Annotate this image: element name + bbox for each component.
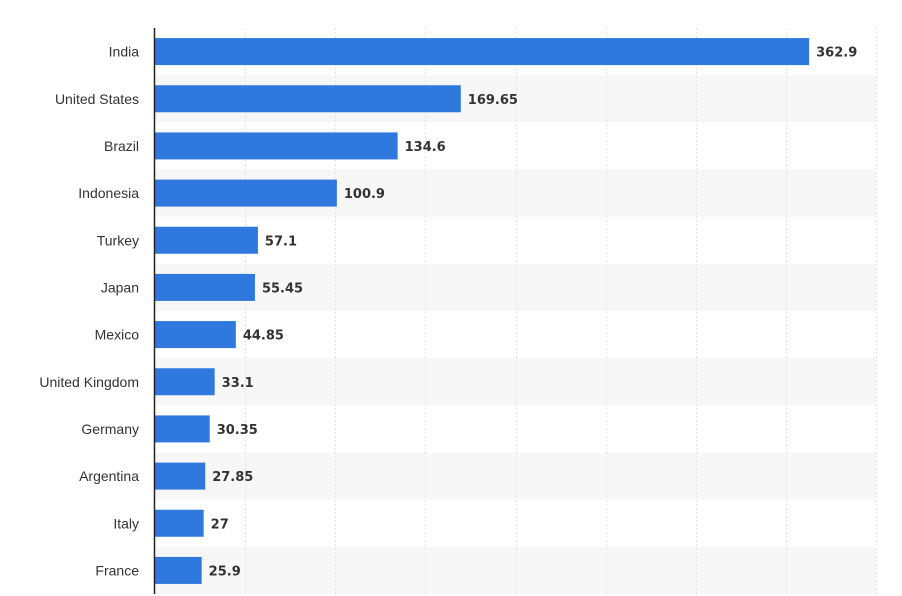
row-bands: [155, 75, 876, 594]
data-label: 100.9: [344, 187, 385, 202]
row-band: [155, 263, 876, 311]
data-label: 44.85: [243, 329, 284, 344]
bar[interactable]: [155, 462, 206, 490]
bar[interactable]: [155, 38, 810, 66]
data-label: 169.65: [468, 93, 518, 108]
bar[interactable]: [155, 226, 258, 254]
category-label: India: [109, 44, 140, 60]
value-labels: 362.9 169.65 134.6 100.9 57.1 55.45 44.85 33.1 3…: [209, 46, 858, 580]
bar[interactable]: [155, 368, 215, 396]
category-label: United Kingdom: [39, 374, 139, 390]
bar[interactable]: [155, 273, 255, 301]
category-label: Indonesia: [78, 185, 139, 201]
bar[interactable]: [155, 179, 337, 207]
category-labels: India United States Brazil Indonesia Turkey J…: [39, 44, 139, 579]
row-band: [155, 546, 876, 594]
category-label: Germany: [81, 421, 139, 437]
data-label: 25.9: [209, 564, 241, 579]
category-label: Italy: [113, 515, 139, 531]
bar[interactable]: [155, 509, 204, 537]
category-label: Argentina: [79, 468, 139, 484]
bar[interactable]: [155, 556, 202, 584]
data-label: 55.45: [262, 281, 303, 296]
data-label: 27.85: [212, 470, 253, 485]
data-label: 362.9: [816, 46, 857, 61]
bar[interactable]: [155, 85, 461, 113]
data-label: 33.1: [222, 376, 254, 391]
category-label: France: [95, 562, 139, 578]
row-band: [155, 358, 876, 406]
bars: [155, 38, 810, 584]
data-label: 57.1: [265, 234, 297, 249]
category-label: United States: [55, 91, 139, 107]
data-label: 27: [211, 517, 229, 532]
data-label: 30.35: [217, 423, 258, 438]
category-label: Brazil: [104, 138, 139, 154]
bar[interactable]: [155, 415, 210, 443]
bar[interactable]: [155, 132, 398, 160]
row-band: [155, 452, 876, 500]
category-label: Turkey: [97, 232, 139, 248]
category-label: Mexico: [95, 327, 140, 343]
data-label: 134.6: [405, 140, 446, 155]
category-label: Japan: [101, 279, 139, 295]
bar[interactable]: [155, 321, 236, 349]
